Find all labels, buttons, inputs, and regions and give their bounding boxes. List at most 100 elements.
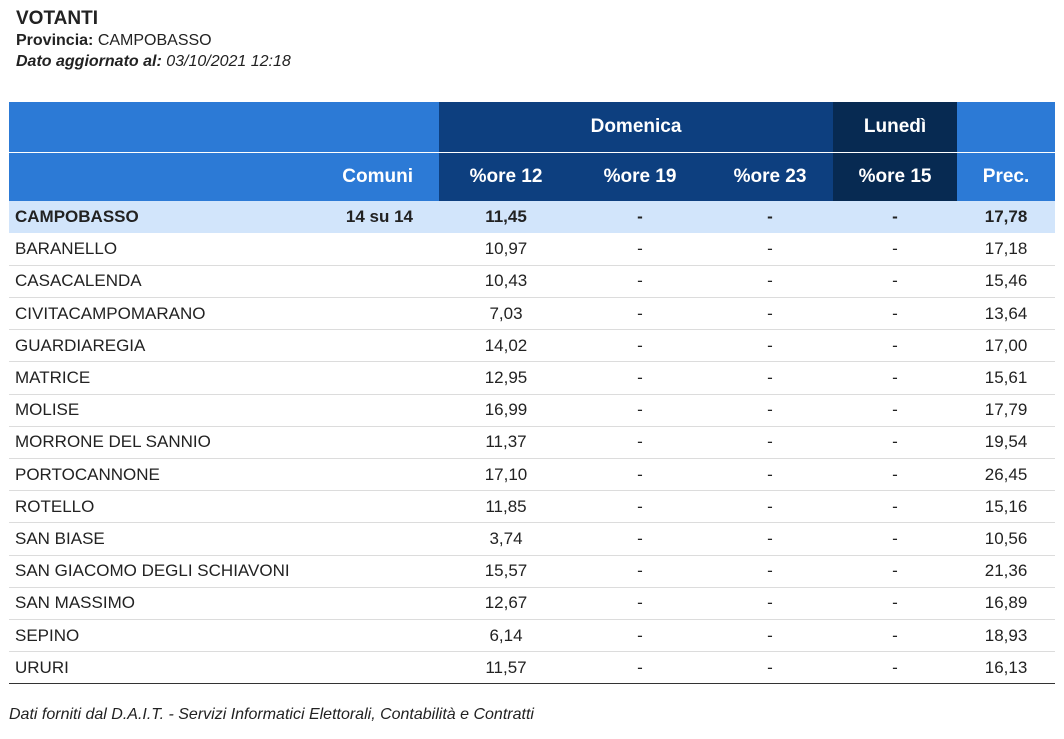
ore23-cell: -: [707, 329, 834, 363]
prec-cell: 15,61: [957, 361, 1056, 395]
column-header-ore12: %ore 12: [439, 151, 573, 201]
column-header-ore19: %ore 19: [573, 151, 707, 201]
group-header-lunedi: Lunedì: [833, 102, 958, 152]
ore12-cell: 11,37: [439, 426, 573, 460]
prec-cell: 16,13: [957, 651, 1056, 685]
ore19-cell: -: [573, 490, 707, 524]
ore12-cell: 16,99: [439, 394, 573, 427]
table-row: URURI 11,57- - -16,13: [9, 651, 1056, 685]
ore19-cell: -: [573, 522, 707, 556]
municipality-name-cell: ROTELLO: [9, 490, 439, 524]
municipality-name-cell: GUARDIAREGIA: [9, 329, 439, 363]
ore23-cell: -: [707, 555, 834, 588]
province-line: Provincia: CAMPOBASSO: [16, 30, 291, 51]
prec-cell: 10,56: [957, 522, 1056, 556]
ore12-cell: 12,67: [439, 587, 573, 620]
column-header-ore23: %ore 23: [707, 151, 834, 201]
prec-cell: 16,89: [957, 587, 1056, 620]
table-row: SAN MASSIMO 12,67- - -16,89: [9, 587, 1056, 620]
municipality-name-cell: CASACALENDA: [9, 265, 439, 299]
ore15-cell: -: [833, 233, 958, 266]
column-header-comuni: Comuni: [9, 151, 439, 201]
updated-value: 03/10/2021 12:18: [166, 53, 291, 70]
ore19-cell: -: [573, 297, 707, 331]
ore23-cell: -: [707, 522, 834, 556]
prec-cell: 21,36: [957, 555, 1056, 588]
ore12-cell: 10,97: [439, 233, 573, 266]
ore12-cell: 17,10: [439, 458, 573, 492]
ore12-cell: 7,03: [439, 297, 573, 331]
municipality-name-cell: MORRONE DEL SANNIO: [9, 426, 439, 460]
ore23-cell: -: [707, 394, 834, 427]
municipality-name-cell: SAN GIACOMO DEGLI SCHIAVONI: [9, 555, 439, 588]
ore12-cell: 10,43: [439, 265, 573, 299]
prec-cell: 26,45: [957, 458, 1056, 492]
municipality-name-cell: BARANELLO: [9, 233, 439, 266]
page-header: VOTANTI Provincia: CAMPOBASSO Dato aggio…: [16, 8, 291, 72]
prec-cell: 15,16: [957, 490, 1056, 524]
prec-cell: 17,00: [957, 329, 1056, 363]
ore12-cell: 3,74: [439, 522, 573, 556]
ore15-cell: -: [833, 297, 958, 331]
ore19-cell: -: [573, 426, 707, 460]
total-prec: 17,78: [957, 201, 1056, 234]
prec-cell: 17,79: [957, 394, 1056, 427]
municipality-name-cell: PORTOCANNONE: [9, 458, 439, 492]
ore15-cell: -: [833, 458, 958, 492]
municipality-name-cell: CIVITACAMPOMARANO: [9, 297, 439, 331]
total-ore23: -: [707, 201, 834, 234]
ore15-cell: -: [833, 426, 958, 460]
ore19-cell: -: [573, 458, 707, 492]
turnout-table: Domenica Lunedì Comuni %ore 12 %ore 19 %…: [9, 102, 1056, 685]
header-blank-cell-prec: [957, 102, 1056, 152]
ore15-cell: -: [833, 651, 958, 685]
province-label: Provincia:: [16, 32, 94, 49]
ore15-cell: -: [833, 394, 958, 427]
municipality-name-cell: MATRICE: [9, 361, 439, 395]
ore23-cell: -: [707, 233, 834, 266]
prec-cell: 18,93: [957, 619, 1056, 653]
ore15-cell: -: [833, 522, 958, 556]
ore23-cell: -: [707, 458, 834, 492]
table-row: CASACALENDA 10,43- - -15,46: [9, 265, 1056, 299]
ore23-cell: -: [707, 587, 834, 620]
municipality-name-cell: MOLISE: [9, 394, 439, 427]
table-row: BARANELLO 10,97- - -17,18: [9, 233, 1056, 266]
ore19-cell: -: [573, 361, 707, 395]
municipality-name-cell: SAN MASSIMO: [9, 587, 439, 620]
table-row: SEPINO 6,14- - -18,93: [9, 619, 1056, 653]
table-row: MORRONE DEL SANNIO 11,37- - -19,54: [9, 426, 1056, 460]
header-blank-cell: [9, 102, 439, 152]
table-row: SAN BIASE 3,74- - -10,56: [9, 522, 1056, 556]
ore15-cell: -: [833, 490, 958, 524]
province-total-row: CAMPOBASSO 14 su 14 11,45 - - - 17,78: [9, 201, 1056, 234]
ore23-cell: -: [707, 426, 834, 460]
ore23-cell: -: [707, 361, 834, 395]
column-header-row: Comuni %ore 12 %ore 19 %ore 23 %ore 15 P…: [9, 151, 1056, 201]
page-title: VOTANTI: [16, 8, 98, 29]
updated-line: Dato aggiornato al: 03/10/2021 12:18: [16, 51, 291, 72]
total-ore12: 11,45: [439, 201, 573, 234]
table-row: PORTOCANNONE 17,10- - -26,45: [9, 458, 1056, 492]
ore12-cell: 15,57: [439, 555, 573, 588]
ore19-cell: -: [573, 651, 707, 685]
ore19-cell: -: [573, 619, 707, 653]
ore12-cell: 6,14: [439, 619, 573, 653]
prec-cell: 19,54: [957, 426, 1056, 460]
updated-label: Dato aggiornato al:: [16, 53, 162, 70]
ore19-cell: -: [573, 587, 707, 620]
total-name: CAMPOBASSO: [15, 207, 139, 227]
municipality-name-cell: SAN BIASE: [9, 522, 439, 556]
prec-cell: 17,18: [957, 233, 1056, 266]
prec-cell: 13,64: [957, 297, 1056, 331]
prec-cell: 15,46: [957, 265, 1056, 299]
group-header-domenica: Domenica: [439, 102, 834, 152]
ore23-cell: -: [707, 619, 834, 653]
total-ore15: -: [833, 201, 958, 234]
group-header-row: Domenica Lunedì: [9, 102, 1056, 152]
total-count: 14 su 14: [345, 207, 413, 227]
table-row: CIVITACAMPOMARANO 7,03- - -13,64: [9, 297, 1056, 331]
table-row: GUARDIAREGIA 14,02- - -17,00: [9, 329, 1056, 363]
ore15-cell: -: [833, 619, 958, 653]
column-header-prec: Prec.: [957, 151, 1056, 201]
